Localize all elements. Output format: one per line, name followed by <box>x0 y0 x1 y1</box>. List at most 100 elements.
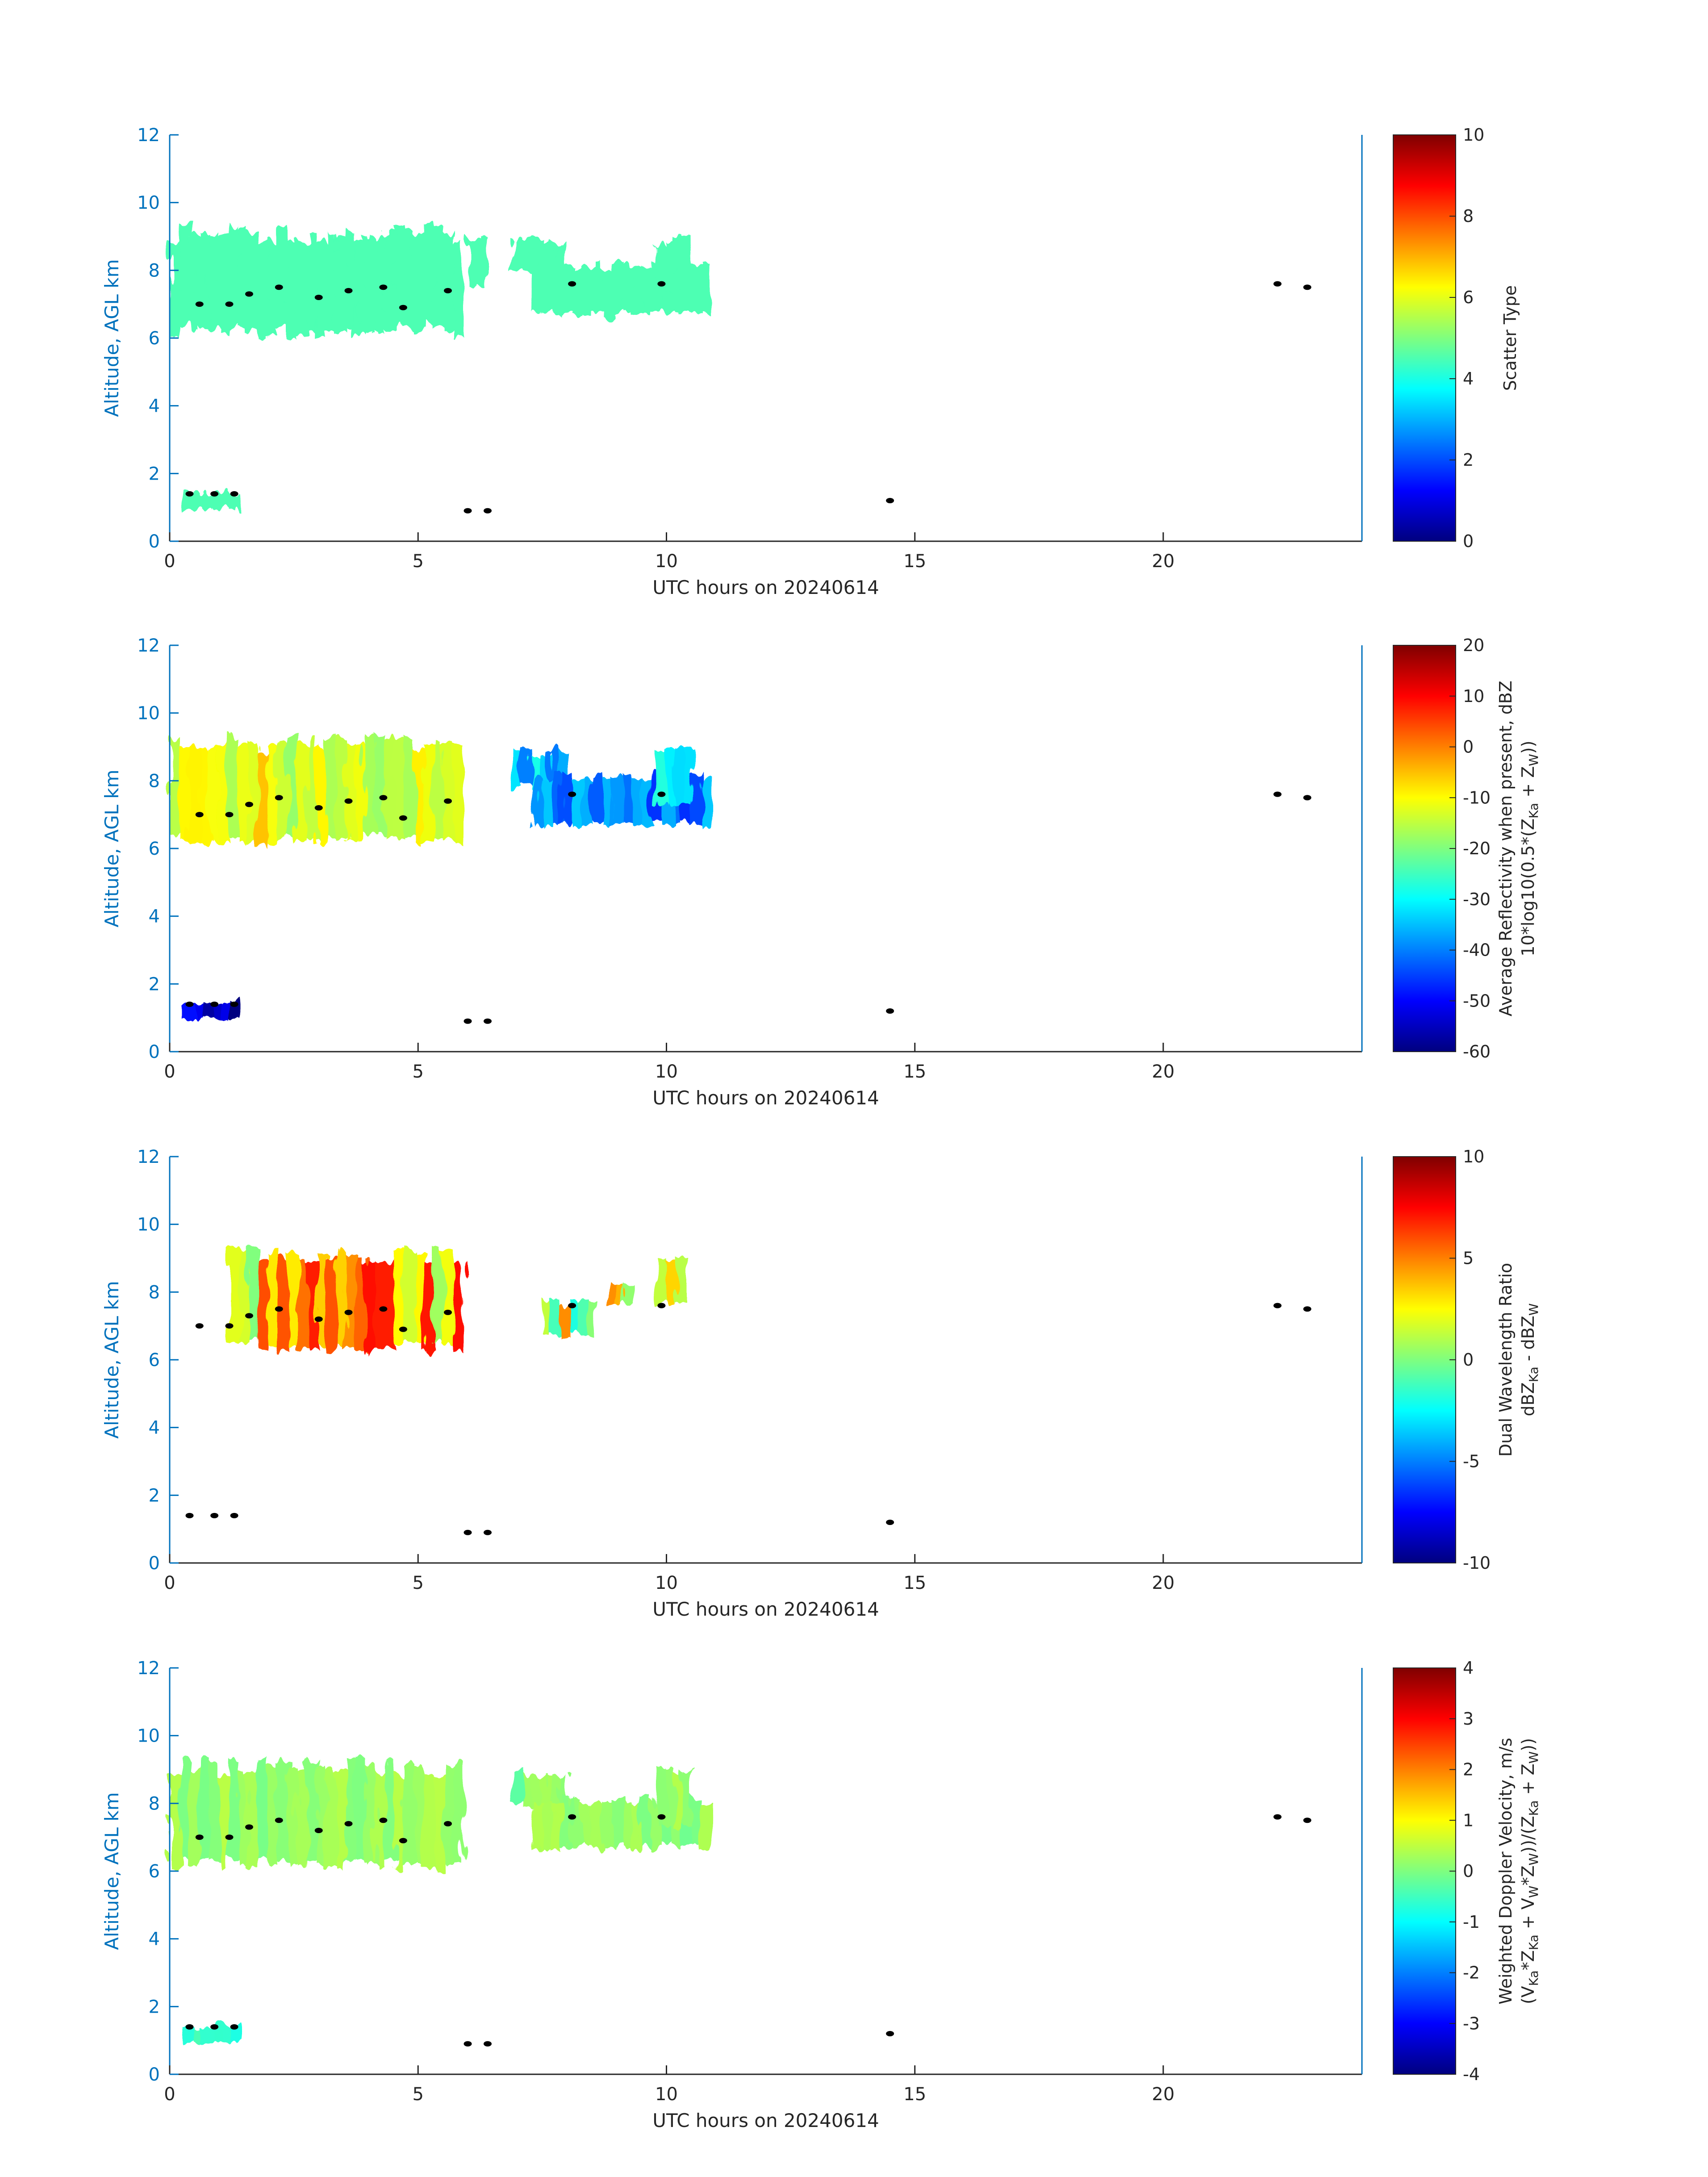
heatmap-cell <box>532 777 543 826</box>
x-tick-label: 5 <box>413 1061 424 1082</box>
heatmap-cell <box>355 1759 366 1860</box>
heatmap-cell <box>477 236 488 288</box>
heatmap-cell <box>170 738 180 838</box>
melting-layer-dot <box>1273 1303 1282 1308</box>
heatmap-cell <box>674 1776 683 1830</box>
heatmap-cell <box>221 1003 231 1021</box>
y-tick-label: 12 <box>137 125 160 146</box>
heatmap-cell <box>179 1758 190 1859</box>
x-tick-label: 10 <box>655 551 678 572</box>
heatmap-cell <box>184 1004 194 1021</box>
heatmap-cell <box>622 775 632 824</box>
heatmap-cell <box>453 1763 464 1863</box>
heatmap-cell <box>656 242 666 296</box>
melting-layer-dot <box>195 812 204 818</box>
heatmap-cell <box>582 1801 593 1850</box>
heatmap-cell <box>189 1769 200 1866</box>
heatmap-cell <box>542 1802 553 1850</box>
y-tick-label: 2 <box>149 974 160 994</box>
heatmap-cell <box>607 1285 616 1305</box>
colorbar-tick-label: 4 <box>1463 369 1474 389</box>
heatmap-cell <box>530 1776 540 1810</box>
melting-layer-dot <box>195 1834 204 1840</box>
melting-layer-dot <box>275 795 283 801</box>
heatmap-cell <box>258 1259 269 1350</box>
heatmap-cell <box>572 269 583 318</box>
colorbar-label: Weighted Doppler Velocity, m/s <box>1496 1738 1516 2004</box>
melting-layer-dot <box>444 798 452 804</box>
melting-layer-dot <box>245 1824 253 1830</box>
heatmap-cell <box>423 744 434 843</box>
colorbar-tick-label: -30 <box>1463 890 1491 909</box>
y-axis-label: Altitude, AGL km <box>101 259 123 417</box>
melting-layer-dot <box>1303 795 1311 801</box>
heatmap-cell <box>228 1758 239 1859</box>
heatmap-cell <box>612 260 622 311</box>
x-axis-label: UTC hours on 20240614 <box>652 1087 879 1109</box>
y-tick-label: 2 <box>149 1997 160 2017</box>
heatmap-cell <box>701 780 712 828</box>
heatmap-cell <box>512 752 522 786</box>
colorbar-label: Average Reflectivity when present, dBZ <box>1496 681 1516 1016</box>
heatmap-cell <box>326 737 336 837</box>
heatmap-cell <box>193 1003 204 1021</box>
heatmap-cell <box>578 1300 589 1336</box>
colorbar-label-part: )) <box>1518 1738 1538 1751</box>
heatmap-cell <box>365 234 376 332</box>
colorbar-label-part: Ka <box>1526 1935 1541 1950</box>
colorbar: 0 2 4 6 8 10 Scatter Type <box>1393 125 1520 551</box>
melting-layer-dot <box>568 281 576 287</box>
heatmap-cell <box>212 1003 221 1020</box>
heatmap-cell <box>443 1250 454 1344</box>
heatmap-cell <box>238 1768 249 1865</box>
y-tick-label: 0 <box>149 1042 160 1062</box>
heatmap-cell <box>179 747 190 844</box>
heatmap-cell <box>691 1796 702 1846</box>
melting-layer-dot <box>344 1821 353 1826</box>
x-tick-label: 0 <box>164 1061 175 1082</box>
heatmap-cell <box>572 1799 583 1848</box>
x-tick-label: 15 <box>903 2084 926 2105</box>
colorbar-label-part: *Z <box>1518 1950 1538 1970</box>
colorbar-tick-label: 8 <box>1463 206 1474 226</box>
heatmap-cell <box>306 1761 317 1861</box>
heatmap-cell <box>532 264 543 314</box>
colorbar-label-part: W <box>1526 1885 1541 1898</box>
melting-layer-dot <box>399 815 407 821</box>
melting-layer-dot <box>225 301 234 307</box>
colorbar-tick-label: -10 <box>1463 1553 1491 1573</box>
colorbar: -4 -3 -2 -1 0 1 2 3 4 Weighted Doppler Velocity, … <box>1393 1658 1541 2084</box>
melting-layer-dots <box>185 1814 1311 2047</box>
heatmap-cell <box>622 1801 632 1849</box>
colorbar-tick-label: -4 <box>1463 2064 1480 2084</box>
colorbar-tick-label: 10 <box>1463 1147 1484 1166</box>
y-tick-label: 8 <box>149 260 160 281</box>
y-tick-label: 12 <box>137 635 160 656</box>
heatmap-cell <box>592 261 602 312</box>
heatmap-cell <box>316 242 327 337</box>
x-tick-label: 5 <box>413 2084 424 2105</box>
melting-layer-dot <box>344 288 353 293</box>
melting-layer-dot <box>225 1323 234 1329</box>
heatmap-cell <box>443 742 454 841</box>
heatmap-cell <box>453 243 464 338</box>
melting-layer-dot <box>568 1814 576 1820</box>
melting-layer-dot <box>344 798 353 804</box>
melting-layer-dot <box>379 795 388 801</box>
heatmap-cell <box>257 1757 268 1859</box>
colorbar-label-part: W <box>1526 1853 1541 1866</box>
heatmap-cell <box>306 232 317 330</box>
heatmap-cell <box>267 240 278 336</box>
y-tick-label: 6 <box>149 328 160 349</box>
colorbar-tick-label: 0 <box>1463 737 1474 757</box>
colorbar-label-part: Ka <box>1526 1970 1541 1986</box>
heatmap-cell <box>239 1249 250 1343</box>
heatmap-cells <box>229 1245 687 1352</box>
melting-layer-dot <box>230 2024 238 2030</box>
colorbar-tick-label: 3 <box>1463 1709 1474 1729</box>
melting-layer-dot <box>225 1834 234 1840</box>
heatmap-cell <box>413 233 424 331</box>
heatmap-cell <box>267 746 278 843</box>
heatmap-cell <box>682 747 692 803</box>
